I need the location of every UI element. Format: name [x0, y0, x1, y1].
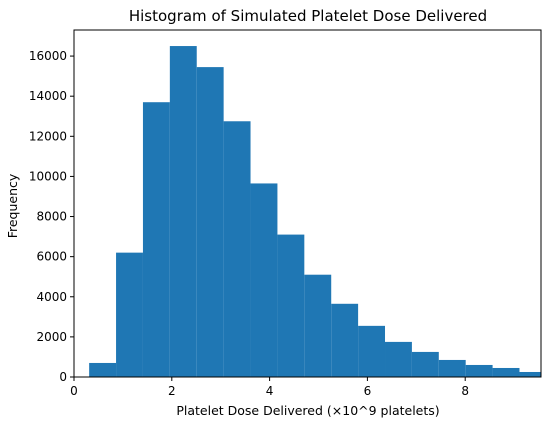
- y-tick-label: 4000: [36, 290, 67, 304]
- histogram-bar-0: [89, 362, 117, 377]
- plot-frame: [73, 29, 542, 378]
- histogram-bar-9: [331, 303, 359, 377]
- histogram-bar-14: [465, 364, 493, 377]
- x-tick-label: 2: [168, 384, 176, 398]
- y-tick-label: 16000: [29, 49, 67, 63]
- y-tick-label: 10000: [29, 169, 67, 183]
- histogram-bar-5: [223, 121, 251, 378]
- histogram-bar-11: [385, 341, 412, 377]
- y-tick-label: 12000: [29, 129, 67, 143]
- histogram-bar-7: [277, 234, 305, 377]
- x-axis-ticks: 0 2 4 6 8: [70, 377, 469, 398]
- x-axis-label: Platelet Dose Delivered (×10^9 platelets…: [176, 403, 439, 418]
- x-tick-label: 0: [70, 384, 78, 398]
- histogram-bar-16: [519, 371, 541, 377]
- histogram-bar-4: [196, 67, 224, 377]
- y-tick-label: 0: [59, 370, 67, 384]
- histogram-bar-2: [142, 102, 170, 377]
- histogram-bar-12: [411, 351, 439, 377]
- x-tick-label: 8: [461, 384, 469, 398]
- chart-title: Histogram of Simulated Platelet Dose Del…: [129, 7, 487, 25]
- x-tick-label: 6: [364, 384, 372, 398]
- y-tick-label: 8000: [36, 210, 67, 224]
- y-tick-label: 6000: [36, 250, 67, 264]
- y-tick-label: 2000: [36, 330, 67, 344]
- histogram-bar-6: [250, 183, 278, 377]
- histogram-bar-15: [492, 367, 520, 377]
- histogram-bar-3: [169, 46, 197, 378]
- y-axis-ticks: 0 2000 4000 6000 8000 10000 12000 14000 16000: [29, 49, 74, 384]
- histogram-bar-1: [116, 252, 143, 377]
- histogram-bar-13: [438, 359, 466, 377]
- histogram-bar-10: [358, 325, 386, 377]
- y-tick-label: 14000: [29, 89, 67, 103]
- histogram-bar-8: [304, 274, 332, 377]
- y-axis-label: Frequency: [5, 173, 20, 238]
- x-tick-label: 4: [266, 384, 274, 398]
- histogram-bars: [89, 46, 541, 378]
